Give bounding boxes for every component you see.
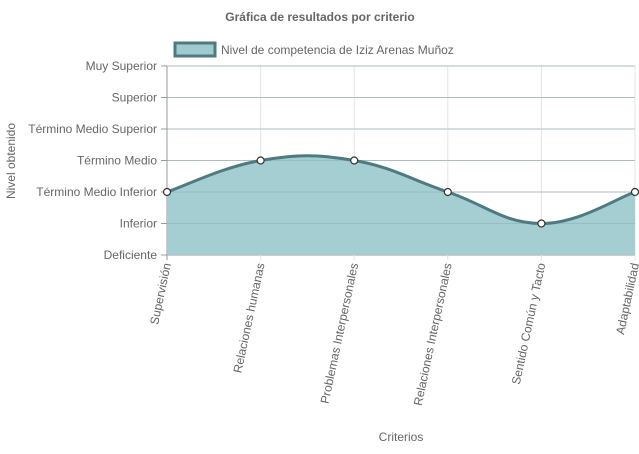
data-point[interactable] xyxy=(443,187,452,197)
y-tick-label: Muy Superior xyxy=(86,59,157,73)
data-point[interactable] xyxy=(630,187,639,197)
y-tick-label: Superior xyxy=(112,91,157,105)
legend[interactable]: Nivel de competencia de Iziz Arenas Muño… xyxy=(173,41,454,58)
x-tick-label: Supervisión xyxy=(147,262,174,326)
chart-title: Gráfica de resultados por criterio xyxy=(225,10,414,24)
y-axis-title: Nivel obtenido xyxy=(4,123,18,199)
x-tick-label: Problemas Interpersonales xyxy=(318,262,362,405)
x-tick-label: Relaciones humanas xyxy=(231,262,268,375)
x-tick-label: Relaciones Interpersonales xyxy=(411,262,455,407)
x-tick-label: Adaptabilidad xyxy=(613,262,639,336)
x-axis-title: Criterios xyxy=(379,430,424,444)
data-point[interactable] xyxy=(350,156,359,165)
y-tick-label: Término Medio Superior xyxy=(28,122,157,136)
x-axis-ticks: Supervisión Relaciones humanas Problemas I… xyxy=(147,261,639,406)
series-line xyxy=(166,154,636,226)
y-tick-label: Deficiente xyxy=(104,248,158,262)
y-tick-label: Inferior xyxy=(120,217,157,231)
plot-area xyxy=(162,65,639,255)
legend-label: Nivel de competencia de Iziz Arenas Muño… xyxy=(221,43,454,57)
y-tick-label: Término Medio Inferior xyxy=(36,185,157,199)
x-tick-label: Sentido Común y Tacto xyxy=(509,261,549,385)
data-point[interactable] xyxy=(537,219,546,228)
legend-swatch xyxy=(173,41,217,58)
data-point[interactable] xyxy=(256,156,265,165)
y-tick-label: Término Medio xyxy=(77,154,157,168)
data-point[interactable] xyxy=(162,187,172,197)
series-area-fill xyxy=(167,155,635,255)
y-axis-ticks: Deficiente Inferior Término Medio Inferior… xyxy=(28,59,157,262)
